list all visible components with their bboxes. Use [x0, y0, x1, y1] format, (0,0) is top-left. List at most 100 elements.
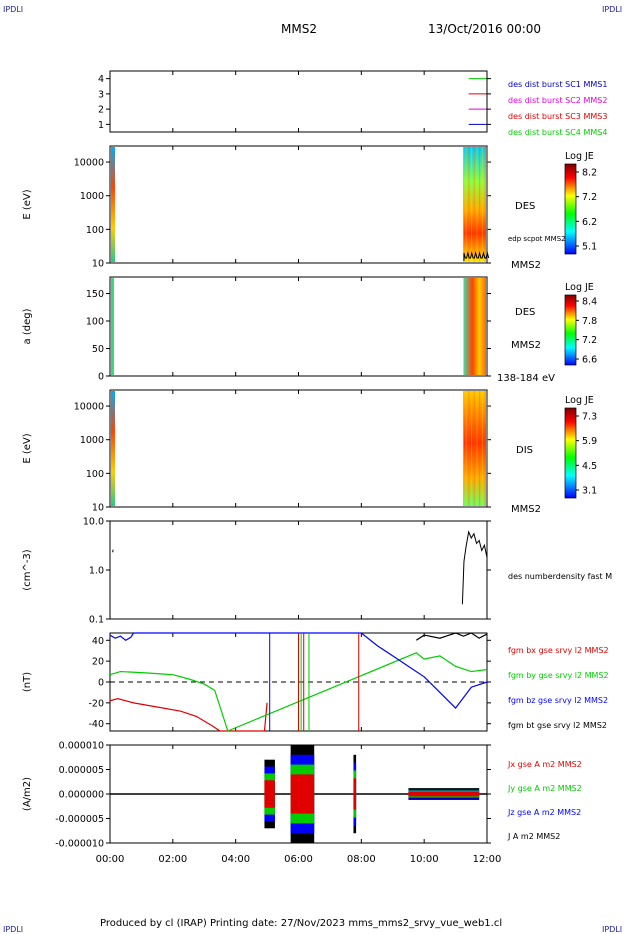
panel-frame-dis-energy-spectrogram: [109, 389, 488, 508]
y-tick-label: 100: [86, 469, 104, 480]
y-axis-label: (cm^-3): [22, 549, 33, 590]
bfield-series-2: [109, 632, 488, 709]
colorbar-tick-label: 5.1: [582, 242, 597, 253]
series-label: J A m2 MMS2: [507, 832, 560, 841]
x-tick-label: 10:00: [410, 854, 439, 865]
y-tick-label: 0.000000: [59, 790, 104, 801]
colorbar: [564, 407, 577, 499]
y-axis-label: (nT): [22, 672, 33, 692]
series-label: Jy gse A m2 MMS2: [507, 784, 582, 793]
y-tick-label: -0.000005: [55, 814, 104, 825]
y-tick-label: -20: [88, 698, 104, 709]
current-burst-0: [264, 780, 275, 808]
corner-label-bottom-right: IPDLI: [602, 925, 623, 934]
side-label: 138-184 eV: [497, 373, 555, 384]
current-burst-1: [290, 774, 315, 814]
y-tick-label: 10.0: [83, 517, 104, 528]
pitch-edge-strip: [111, 278, 114, 375]
colorbar-tick-label: 3.1: [582, 486, 597, 497]
colorbar-tick-label: 6.2: [582, 217, 597, 228]
series-label: Jz gse A m2 MMS2: [507, 808, 581, 817]
density-series-start: [112, 549, 114, 553]
spacecraft-title: MMS2: [281, 22, 317, 36]
y-tick-label: 40: [92, 636, 104, 647]
corner-label-top-left: IPDLI: [3, 5, 24, 14]
current-burst-2: [353, 778, 357, 810]
side-label: MMS2: [511, 504, 541, 515]
y-tick-label: 1000: [80, 435, 104, 446]
y-tick-label: 10000: [74, 402, 104, 413]
y-tick-label: 100: [86, 317, 104, 328]
panel-frame-number-density: [109, 520, 488, 620]
series-label: Jx gse A m2 MMS2: [507, 760, 582, 769]
y-tick-label: 0.000005: [59, 765, 104, 776]
legend-entry: des dist burst SC1 MMS1: [508, 80, 607, 89]
footer-credits: Produced by cl (IRAP) Printing date: 27/…: [100, 918, 503, 929]
x-tick-label: 02:00: [158, 854, 187, 865]
x-tick-label: 12:00: [473, 854, 502, 865]
y-tick-label: 3: [98, 89, 104, 100]
spectrogram-block: [463, 391, 486, 506]
colorbar-tick-label: 7.2: [582, 335, 597, 346]
side-label: DES: [515, 201, 535, 212]
series-label: fgm bx gse srvy l2 MMS2: [508, 646, 609, 655]
legend-entry: des dist burst SC3 MMS3: [508, 112, 607, 121]
colorbar: [564, 294, 577, 366]
colorbar-tick-label: 7.8: [582, 316, 597, 327]
bfield-series-3: [415, 632, 488, 641]
plot-date: 13/Oct/2016 00:00: [428, 22, 542, 36]
y-tick-label: 0: [98, 678, 104, 689]
y-axis-label: a (deg): [22, 308, 33, 344]
colorbar-tick-label: 8.4: [582, 297, 597, 308]
colorbar-tick-label: 7.2: [582, 192, 597, 203]
colorbar-title: Log JE: [565, 282, 594, 293]
y-tick-label: 1: [98, 120, 104, 131]
y-tick-label: 10: [92, 503, 104, 514]
y-tick-label: 1.0: [89, 566, 104, 577]
panel-frame-burst-availability: [109, 70, 488, 133]
y-tick-label: 50: [92, 344, 104, 355]
y-tick-label: -40: [88, 719, 104, 730]
side-label: edp scpot MMS2: [508, 235, 566, 243]
y-tick-label: 100: [86, 225, 104, 236]
y-tick-label: 10: [92, 259, 104, 270]
series-label: fgm bt gse srvy l2 MMS2: [508, 721, 607, 730]
x-tick-label: 00:00: [96, 854, 125, 865]
corner-label-top-right: IPDLI: [602, 5, 623, 14]
bfield-series-0: [109, 698, 268, 732]
side-label: DES: [515, 307, 535, 318]
panel-frame-des-pitch-angle: [109, 276, 488, 377]
y-tick-label: -0.000010: [55, 839, 104, 850]
y-tick-label: 150: [86, 289, 104, 300]
scpot-trace: [463, 251, 490, 261]
pitch-block: [463, 278, 486, 375]
series-label: des numberdensity fast M: [508, 572, 612, 581]
side-label: MMS2: [511, 260, 541, 271]
spectrogram-edge-strip: [111, 147, 115, 262]
side-label: MMS2: [511, 340, 541, 351]
current-burst-3: [408, 791, 480, 797]
y-tick-label: 10000: [74, 158, 104, 169]
spectrogram-block: [463, 147, 486, 262]
y-axis-label: (A/m2): [22, 777, 33, 811]
side-label: DIS: [516, 445, 533, 456]
colorbar-tick-label: 6.6: [582, 355, 597, 366]
colorbar-tick-label: 8.2: [582, 168, 597, 179]
density-series: [461, 530, 488, 605]
spectrogram-edge-strip: [111, 391, 115, 506]
colorbar-tick-label: 5.9: [582, 436, 597, 447]
y-tick-label: 20: [92, 657, 104, 668]
colorbar: [564, 163, 577, 255]
corner-label-bottom-left: IPDLI: [3, 925, 24, 934]
y-tick-label: 0.000010: [59, 741, 104, 752]
x-tick-label: 06:00: [284, 854, 313, 865]
colorbar-tick-label: 4.5: [582, 461, 597, 472]
x-tick-label: 04:00: [221, 854, 250, 865]
legend-entry: des dist burst SC2 MMS2: [508, 96, 607, 105]
y-tick-label: 0.1: [89, 615, 104, 626]
colorbar-title: Log JE: [565, 151, 594, 162]
y-tick-label: 1000: [80, 191, 104, 202]
panel-frame-des-energy-spectrogram: [109, 145, 488, 264]
series-label: fgm bz gse srvy l2 MMS2: [508, 696, 608, 705]
